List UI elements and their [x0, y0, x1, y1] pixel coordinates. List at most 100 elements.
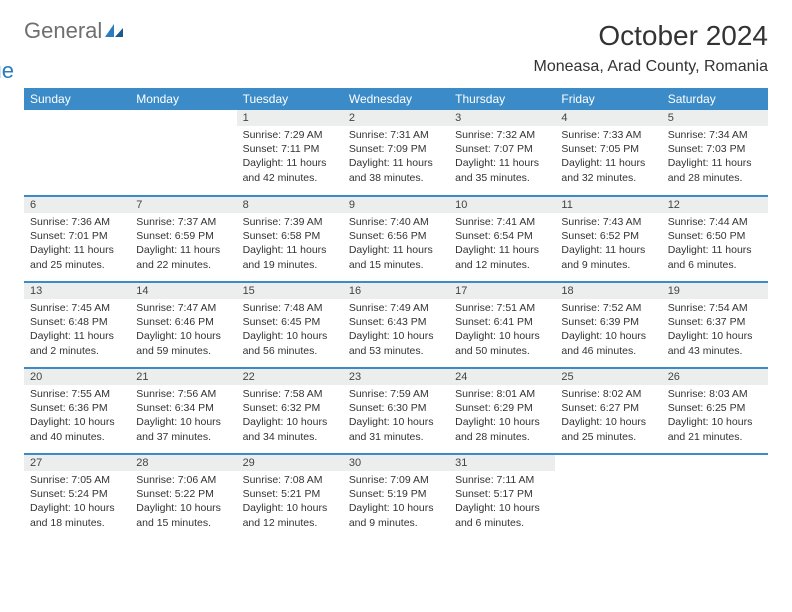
- day-line: Daylight: 10 hours: [136, 501, 230, 515]
- day-line: Daylight: 10 hours: [349, 329, 443, 343]
- day-line: Daylight: 10 hours: [243, 415, 337, 429]
- calendar-cell: 31Sunrise: 7:11 AMSunset: 5:17 PMDayligh…: [449, 454, 555, 540]
- day-line: Sunset: 6:56 PM: [349, 229, 443, 243]
- day-line: and 53 minutes.: [349, 344, 443, 358]
- day-content: Sunrise: 7:29 AMSunset: 7:11 PMDaylight:…: [237, 126, 343, 189]
- day-line: and 31 minutes.: [349, 430, 443, 444]
- day-line: Daylight: 10 hours: [349, 501, 443, 515]
- weekday-header: Thursday: [449, 88, 555, 110]
- calendar-cell: 4Sunrise: 7:33 AMSunset: 7:05 PMDaylight…: [555, 110, 661, 196]
- day-line: Sunrise: 7:40 AM: [349, 215, 443, 229]
- day-content: Sunrise: 7:39 AMSunset: 6:58 PMDaylight:…: [237, 213, 343, 276]
- day-line: Daylight: 10 hours: [668, 329, 762, 343]
- day-line: Sunset: 6:34 PM: [136, 401, 230, 415]
- day-content: Sunrise: 7:43 AMSunset: 6:52 PMDaylight:…: [555, 213, 661, 276]
- day-number: 15: [237, 283, 343, 299]
- calendar-cell: 19 Sunrise: 7:54 AMSunset: 6:37 PMDayligh…: [662, 282, 768, 368]
- calendar-cell: 24Sunrise: 8:01 AMSunset: 6:29 PMDayligh…: [449, 368, 555, 454]
- day-line: and 32 minutes.: [561, 171, 655, 185]
- day-number: 22: [237, 369, 343, 385]
- day-line: Daylight: 11 hours: [455, 156, 549, 170]
- day-number: 19: [662, 283, 768, 299]
- calendar-cell: 22Sunrise: 7:58 AMSunset: 6:32 PMDayligh…: [237, 368, 343, 454]
- calendar-cell: 9Sunrise: 7:40 AMSunset: 6:56 PMDaylight…: [343, 196, 449, 282]
- day-line: and 9 minutes.: [349, 516, 443, 530]
- calendar-cell: 11Sunrise: 7:43 AMSunset: 6:52 PMDayligh…: [555, 196, 661, 282]
- day-line: Sunrise: 7:55 AM: [30, 387, 124, 401]
- calendar-cell: [130, 110, 236, 196]
- day-line: and 38 minutes.: [349, 171, 443, 185]
- day-line: Sunset: 6:37 PM: [668, 315, 762, 329]
- weekday-header: Friday: [555, 88, 661, 110]
- day-line: Sunset: 7:09 PM: [349, 142, 443, 156]
- day-content: Sunrise: 7:59 AMSunset: 6:30 PMDaylight:…: [343, 385, 449, 448]
- day-line: and 15 minutes.: [136, 516, 230, 530]
- calendar-cell: 15Sunrise: 7:48 AMSunset: 6:45 PMDayligh…: [237, 282, 343, 368]
- calendar-cell: 21Sunrise: 7:56 AMSunset: 6:34 PMDayligh…: [130, 368, 236, 454]
- day-number: 1: [237, 110, 343, 126]
- day-line: and 2 minutes.: [30, 344, 124, 358]
- day-line: and 19 minutes.: [243, 258, 337, 272]
- day-line: Sunrise: 7:41 AM: [455, 215, 549, 229]
- day-line: Sunrise: 8:01 AM: [455, 387, 549, 401]
- calendar-week-row: 6Sunrise: 7:36 AMSunset: 7:01 PMDaylight…: [24, 196, 768, 282]
- day-line: Sunset: 6:29 PM: [455, 401, 549, 415]
- day-number: [555, 455, 661, 471]
- weekday-header: Tuesday: [237, 88, 343, 110]
- weekday-header: Wednesday: [343, 88, 449, 110]
- day-line: and 18 minutes.: [30, 516, 124, 530]
- day-number: 26: [662, 369, 768, 385]
- day-number: 12: [662, 197, 768, 213]
- day-number: [662, 455, 768, 471]
- day-line: and 56 minutes.: [243, 344, 337, 358]
- day-content: Sunrise: 7:44 AMSunset: 6:50 PMDaylight:…: [662, 213, 768, 276]
- day-line: Sunset: 6:46 PM: [136, 315, 230, 329]
- day-number: 2: [343, 110, 449, 126]
- calendar-cell: 26Sunrise: 8:03 AMSunset: 6:25 PMDayligh…: [662, 368, 768, 454]
- calendar-cell: 18Sunrise: 7:52 AMSunset: 6:39 PMDayligh…: [555, 282, 661, 368]
- day-line: Sunrise: 7:39 AM: [243, 215, 337, 229]
- day-line: Daylight: 11 hours: [561, 243, 655, 257]
- day-content: Sunrise: 7:55 AMSunset: 6:36 PMDaylight:…: [24, 385, 130, 448]
- day-line: Daylight: 11 hours: [349, 156, 443, 170]
- calendar-cell: 10Sunrise: 7:41 AMSunset: 6:54 PMDayligh…: [449, 196, 555, 282]
- day-line: Sunset: 7:01 PM: [30, 229, 124, 243]
- calendar-cell: 27Sunrise: 7:05 AMSunset: 5:24 PMDayligh…: [24, 454, 130, 540]
- day-content: Sunrise: 7:31 AMSunset: 7:09 PMDaylight:…: [343, 126, 449, 189]
- calendar-cell: 1Sunrise: 7:29 AMSunset: 7:11 PMDaylight…: [237, 110, 343, 196]
- day-content: Sunrise: 8:03 AMSunset: 6:25 PMDaylight:…: [662, 385, 768, 448]
- day-line: Sunset: 7:03 PM: [668, 142, 762, 156]
- logo-text-general: General: [24, 20, 102, 42]
- calendar-cell: 7Sunrise: 7:37 AMSunset: 6:59 PMDaylight…: [130, 196, 236, 282]
- day-line: Daylight: 10 hours: [455, 415, 549, 429]
- day-line: Daylight: 11 hours: [668, 156, 762, 170]
- day-number: 24: [449, 369, 555, 385]
- day-line: Sunrise: 7:05 AM: [30, 473, 124, 487]
- calendar-page: General Blue October 2024 Moneasa, Arad …: [0, 0, 792, 540]
- day-line: Sunrise: 7:52 AM: [561, 301, 655, 315]
- day-line: and 46 minutes.: [561, 344, 655, 358]
- day-line: Sunset: 5:17 PM: [455, 487, 549, 501]
- calendar-cell: 13Sunrise: 7:45 AMSunset: 6:48 PMDayligh…: [24, 282, 130, 368]
- day-content: Sunrise: 8:01 AMSunset: 6:29 PMDaylight:…: [449, 385, 555, 448]
- day-line: and 35 minutes.: [455, 171, 549, 185]
- calendar-cell: 30Sunrise: 7:09 AMSunset: 5:19 PMDayligh…: [343, 454, 449, 540]
- day-number: 8: [237, 197, 343, 213]
- day-line: Daylight: 11 hours: [668, 243, 762, 257]
- day-line: Sunset: 6:59 PM: [136, 229, 230, 243]
- day-line: Sunrise: 7:54 AM: [668, 301, 762, 315]
- day-line: and 28 minutes.: [455, 430, 549, 444]
- day-line: and 28 minutes.: [668, 171, 762, 185]
- calendar-cell: [24, 110, 130, 196]
- day-line: Sunrise: 7:34 AM: [668, 128, 762, 142]
- day-line: Sunset: 6:50 PM: [668, 229, 762, 243]
- day-line: Sunrise: 7:43 AM: [561, 215, 655, 229]
- calendar-week-row: 13Sunrise: 7:45 AMSunset: 6:48 PMDayligh…: [24, 282, 768, 368]
- day-line: Sunrise: 7:59 AM: [349, 387, 443, 401]
- day-line: Sunset: 7:05 PM: [561, 142, 655, 156]
- day-number: 16: [343, 283, 449, 299]
- day-number: 21: [130, 369, 236, 385]
- day-line: Daylight: 11 hours: [136, 243, 230, 257]
- day-number: 7: [130, 197, 236, 213]
- day-line: Daylight: 11 hours: [30, 329, 124, 343]
